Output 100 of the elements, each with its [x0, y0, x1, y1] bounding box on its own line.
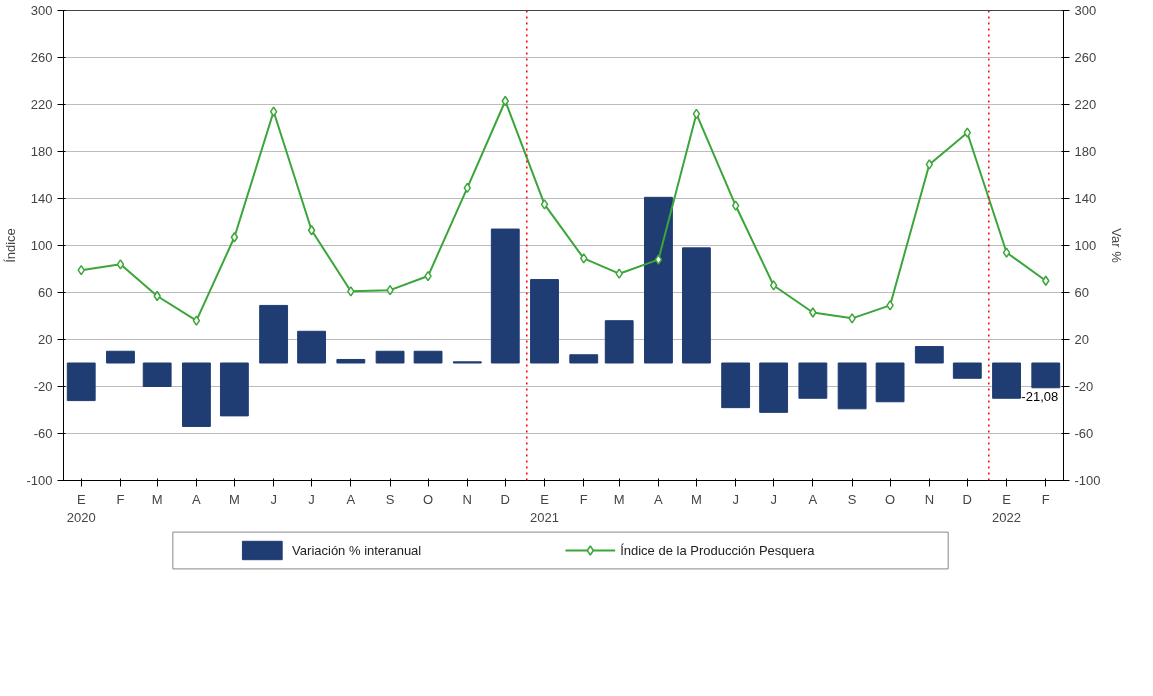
data-label: -21,08 — [1021, 388, 1059, 404]
y-tick-label: -100 — [26, 473, 53, 488]
y2-tick-label: 60 — [1074, 285, 1089, 300]
bar — [142, 362, 172, 387]
bar — [1031, 362, 1061, 389]
y-tick-label: 220 — [30, 97, 53, 112]
bar — [604, 320, 634, 364]
y-tick-label: 260 — [30, 50, 53, 65]
y2-tick-label: 260 — [1074, 50, 1097, 65]
x-tick-label: A — [654, 491, 664, 507]
point — [963, 127, 972, 138]
y-tick-label: 140 — [30, 191, 53, 206]
y2-tick-label: 300 — [1074, 3, 1097, 18]
y2-tick-label: -100 — [1074, 473, 1101, 488]
point — [654, 254, 663, 265]
bar — [952, 362, 982, 379]
x-tick-label: M — [691, 491, 702, 507]
x-tick-label: M — [151, 491, 163, 507]
y2-tick-label: 180 — [1074, 144, 1097, 159]
point — [769, 280, 778, 291]
point — [463, 182, 472, 194]
x-tick-label: O — [885, 491, 896, 507]
x-tick-label: A — [346, 491, 356, 507]
point — [692, 108, 701, 120]
point — [809, 307, 817, 318]
point — [1042, 275, 1050, 286]
x-tick-label: D — [962, 491, 972, 507]
legend-label: Índice de la Producción Pesquera — [620, 543, 816, 558]
bar — [336, 358, 366, 364]
x-tick-label: F — [579, 491, 588, 507]
bar — [106, 350, 135, 364]
bar — [837, 362, 867, 410]
point — [116, 259, 125, 270]
point — [848, 313, 856, 324]
y-tick-label: 300 — [30, 3, 53, 18]
y2-tick-label: 140 — [1074, 191, 1097, 206]
bar — [66, 362, 96, 402]
y-tick-label: -60 — [33, 426, 53, 441]
point — [925, 159, 934, 170]
point — [192, 315, 201, 326]
x-tick-label: J — [270, 491, 277, 507]
point — [501, 95, 510, 107]
bar — [759, 362, 789, 413]
y-tick-label: -20 — [33, 379, 53, 394]
legend-label: Variación % interanual — [292, 543, 422, 558]
y-tick-label: 20 — [38, 332, 53, 347]
y-axis-title: Índice — [3, 228, 19, 263]
x-tick-label: D — [500, 491, 510, 507]
point — [886, 300, 894, 311]
point — [307, 224, 316, 236]
bar — [914, 346, 944, 364]
point — [580, 253, 588, 264]
x-tick-label: J — [770, 491, 777, 507]
point — [731, 200, 740, 211]
bar — [375, 350, 405, 364]
point — [615, 268, 623, 279]
y2-tick-label: 220 — [1074, 97, 1097, 112]
bar — [259, 304, 289, 364]
y2-axis-title: Var % — [1108, 228, 1124, 264]
bar — [530, 279, 559, 364]
x-tick-label: E 2022 — [992, 491, 1021, 525]
bar — [219, 362, 249, 417]
point — [230, 232, 239, 243]
y2-tick-label: 100 — [1074, 238, 1097, 253]
x-tick-label: N — [924, 491, 935, 507]
x-tick-label: S — [847, 491, 857, 507]
point — [1002, 247, 1011, 258]
y2-tick-label: -20 — [1074, 379, 1094, 394]
bar — [992, 362, 1021, 399]
x-tick-label: N — [462, 491, 472, 507]
bar — [721, 362, 751, 409]
bar — [490, 228, 520, 364]
point — [269, 106, 278, 117]
bar — [875, 362, 905, 403]
x-tick-label: S — [385, 491, 395, 507]
x-tick-label: J — [732, 491, 739, 507]
y2-tick-label: 20 — [1074, 332, 1089, 347]
point — [347, 286, 355, 297]
x-tick-label: E 2021 — [530, 491, 559, 525]
y-tick-label: 100 — [30, 238, 53, 253]
y2-tick-label: -60 — [1074, 426, 1094, 441]
x-tick-label: F — [1041, 491, 1050, 507]
x-tick-label: O — [423, 491, 434, 507]
x-tick-label: A — [192, 491, 202, 507]
bar — [681, 247, 711, 364]
x-tick-label: M — [228, 491, 240, 507]
point — [540, 199, 549, 210]
x-tick-label: J — [308, 491, 315, 507]
bar — [569, 354, 599, 364]
y-tick-label: 60 — [38, 285, 53, 300]
bar — [413, 350, 443, 364]
bar — [181, 362, 211, 427]
bar — [798, 362, 828, 399]
y-tick-label: 180 — [30, 144, 53, 159]
bar — [297, 330, 327, 364]
bar — [644, 196, 673, 364]
x-tick-label: A — [808, 491, 818, 507]
x-tick-label: M — [613, 491, 625, 507]
x-tick-label: E 2020 — [66, 491, 96, 525]
x-tick-label: F — [116, 491, 125, 507]
